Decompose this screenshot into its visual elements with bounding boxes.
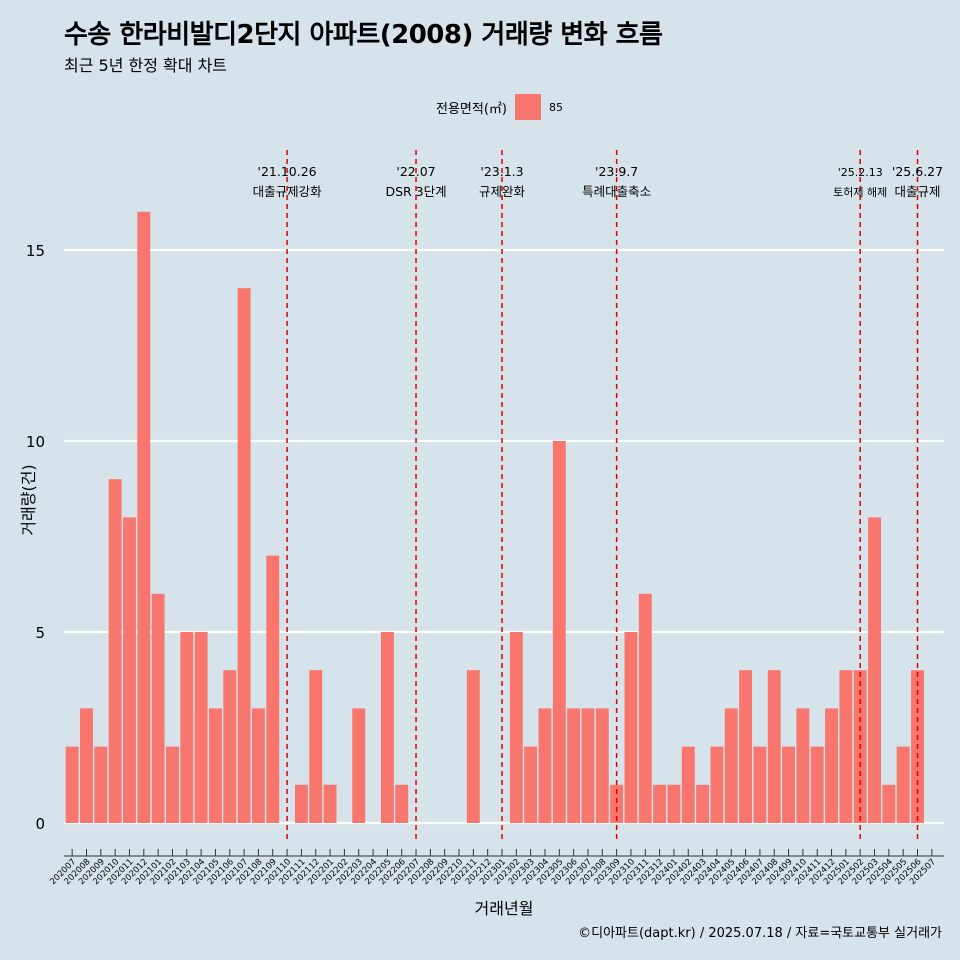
event-date: '23.9.7 (595, 164, 638, 179)
bar (123, 517, 136, 823)
bar (896, 746, 910, 823)
bar (653, 784, 667, 823)
bar (294, 784, 308, 823)
event-label: 규제완화 (479, 184, 526, 199)
bar (710, 746, 724, 823)
bar (796, 708, 810, 823)
caption: ©디아파트(dapt.kr) / 2025.07.18 / 자료=국토교통부 실… (578, 926, 942, 941)
bar (137, 211, 151, 824)
bar (739, 670, 753, 823)
bar (595, 708, 609, 823)
event-date: '22.07 (396, 164, 435, 179)
bar (166, 746, 179, 823)
bar (251, 708, 265, 823)
bar (309, 670, 323, 823)
bar (552, 441, 566, 823)
bar (380, 632, 394, 823)
y-tick-label: 5 (35, 624, 45, 642)
event-label: 대출규제 (895, 184, 941, 199)
bar (237, 288, 251, 823)
event-date: '23.1.3 (480, 164, 523, 179)
bar (466, 670, 480, 823)
y-tick-label: 15 (26, 242, 45, 260)
bar (667, 784, 681, 823)
bar (323, 784, 337, 823)
event-annotations: '21.10.26 대출규제강화 '22.07 DSR 3단계 '23.1.3 규제완화 '… (253, 164, 944, 199)
bar (208, 708, 222, 823)
legend-key (514, 94, 541, 120)
bar (782, 746, 796, 823)
x-axis: 2020072020082020092020102020112020122021… (48, 849, 944, 887)
bar (638, 593, 652, 823)
bar (80, 708, 93, 823)
bar (681, 746, 695, 823)
bar (194, 632, 208, 823)
bar (94, 746, 108, 823)
chart-title: 수송 한라비발디2단지 아파트(2008) 거래량 변화 흐름 (64, 20, 663, 50)
bar (538, 708, 552, 823)
event-label: 토허제 해제 (833, 185, 887, 199)
bar (753, 746, 767, 823)
legend-title: 전용면적(㎡) (436, 101, 507, 117)
bar (868, 517, 881, 823)
event-label: 대출규제강화 (253, 184, 323, 199)
chart-subtitle: 최근 5년 한정 확대 차트 (64, 56, 228, 75)
bar (65, 746, 79, 823)
event-label: DSR 3단계 (385, 184, 446, 199)
event-lines (286, 150, 919, 843)
legend: 전용면적(㎡) 85 (436, 94, 563, 120)
bar (266, 555, 280, 823)
bar (395, 784, 409, 823)
x-axis-label: 거래년월 (475, 899, 534, 918)
bar (724, 708, 738, 823)
bar (767, 670, 781, 823)
bar (524, 746, 538, 823)
bar (882, 784, 896, 823)
bar (581, 708, 595, 823)
bar (839, 670, 853, 823)
bar (624, 632, 638, 823)
bar (825, 708, 838, 823)
bar (180, 632, 194, 823)
event-date: '25.2.13 (838, 166, 883, 179)
bar (151, 593, 165, 823)
bars (65, 211, 924, 824)
event-label: 특례대출축소 (582, 184, 651, 199)
bar (610, 784, 624, 823)
y-tick-label: 10 (26, 433, 45, 451)
event-date: '25.6.27 (892, 164, 943, 179)
y-axis: 0 5 10 15 (26, 242, 45, 833)
legend-label: 85 (548, 100, 563, 114)
event-date: '21.10.26 (258, 164, 317, 179)
y-tick-label: 0 (35, 815, 45, 833)
bar (567, 708, 581, 823)
bar (696, 784, 710, 823)
y-axis-label: 거래량(건) (19, 464, 38, 535)
bar (223, 670, 237, 823)
bar (352, 708, 366, 823)
bar (810, 746, 824, 823)
bar (108, 479, 122, 823)
bar (509, 632, 523, 823)
